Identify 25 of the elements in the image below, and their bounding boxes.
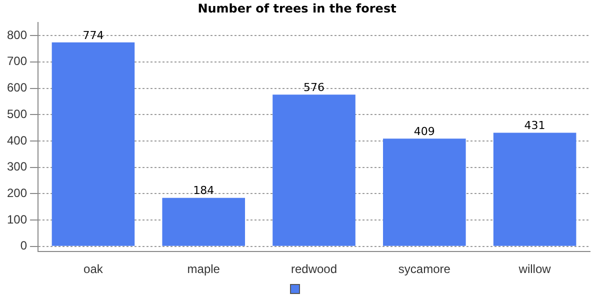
x-tick-label: willow <box>518 262 552 276</box>
x-tick-label: maple <box>187 262 220 276</box>
data-label: 184 <box>193 184 214 198</box>
data-label: 576 <box>304 80 325 94</box>
x-tick-label: sycamore <box>398 262 451 276</box>
bar <box>383 138 466 246</box>
data-label: 431 <box>524 119 546 132</box>
y-tick-label: 100 <box>6 212 28 226</box>
data-label: 409 <box>414 124 435 138</box>
bar <box>162 198 246 246</box>
y-tick-label: 700 <box>6 54 28 68</box>
x-tick-label: oak <box>84 262 104 276</box>
y-tick-label: 0 <box>20 238 28 253</box>
y-tick-label: 500 <box>6 106 28 121</box>
bar <box>493 132 576 246</box>
chart-title: Number of trees in the forest <box>198 1 397 16</box>
y-tick-label: 200 <box>6 186 28 200</box>
y-tick-label: 400 <box>6 133 28 148</box>
bar <box>52 42 135 246</box>
x-tick-label: redwood <box>290 262 338 276</box>
y-tick-label: 300 <box>6 160 28 174</box>
bar <box>272 94 356 246</box>
y-tick-label: 800 <box>6 28 28 42</box>
y-tick-label: 600 <box>6 80 28 95</box>
data-label: 774 <box>82 28 104 42</box>
